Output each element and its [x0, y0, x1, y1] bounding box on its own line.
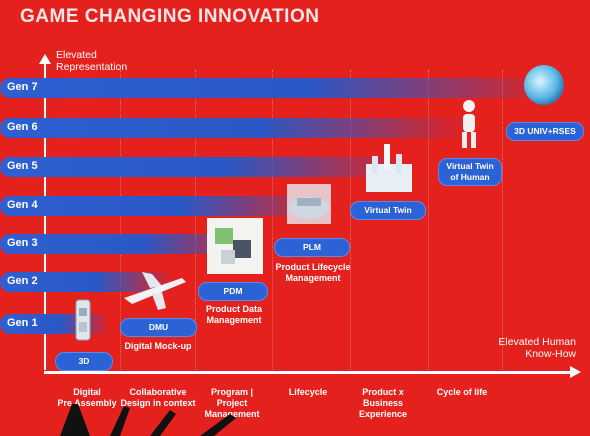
airplane-illustration — [122, 268, 188, 314]
gen-2-label: Gen 2 — [7, 275, 38, 287]
gen-7-label: Gen 7 — [7, 81, 38, 93]
gen-4-bar: Gen 4 — [0, 196, 330, 216]
3d-part-illustration — [70, 298, 96, 344]
gen-5-label: Gen 5 — [7, 160, 38, 172]
x-axis-arrow-icon — [570, 366, 581, 378]
gen-7-bar: Gen 7 — [0, 78, 560, 98]
bottom-label-digital-pre-assembly: Digital Pre Assembly — [57, 387, 117, 408]
x-axis — [44, 371, 572, 374]
slide-title: GAME CHANGING INNOVATION — [20, 6, 320, 27]
y-axis-label: Elevated Representation — [56, 49, 128, 73]
grid-line — [428, 70, 429, 370]
gen-4-label: Gen 4 — [7, 199, 38, 211]
audience-silhouette — [60, 404, 236, 436]
bottom-label-cycle-of-life: Cycle of life — [436, 387, 488, 397]
gen-5-bar: Gen 5 — [0, 157, 410, 177]
gen-3-label: Gen 3 — [7, 237, 38, 249]
milestone-dmu-pill: DMU — [120, 318, 197, 337]
bottom-label-lifecycle: Lifecycle — [288, 387, 328, 397]
gen-1-label: Gen 1 — [7, 317, 38, 329]
globe-icon — [523, 64, 565, 106]
plm-caption: Product Lifecycle Management — [275, 262, 351, 283]
pdm-illustration — [207, 218, 263, 274]
grid-line — [350, 70, 351, 370]
bottom-label-product-business: Product x Business Experience — [358, 387, 408, 419]
bottom-label-collaborative-design: Collaborative Design in context — [120, 387, 196, 408]
gen-2-bar: Gen 2 — [0, 272, 175, 292]
dmu-caption: Digital Mock-up — [124, 341, 192, 351]
y-axis-arrow-icon — [39, 54, 51, 64]
pdm-caption: Product Data Management — [205, 304, 262, 325]
gen-6-label: Gen 6 — [7, 121, 38, 133]
gen-3-bar: Gen 3 — [0, 234, 260, 254]
milestone-pdm-pill: PDM — [198, 282, 268, 301]
grid-line — [120, 70, 121, 370]
milestone-3d-universes-pill: 3D UNIV+RSES — [506, 122, 584, 141]
virtual-twin-city-illustration — [362, 140, 416, 196]
human-figure-illustration — [450, 98, 488, 152]
bottom-label-program-project: Program | Project Management — [204, 387, 260, 419]
gen-6-bar: Gen 6 — [0, 118, 470, 138]
y-axis — [44, 62, 46, 370]
plm-car-illustration — [277, 180, 341, 230]
grid-line — [272, 70, 273, 370]
milestone-plm-pill: PLM — [274, 238, 350, 257]
milestone-3d-pill: 3D — [55, 352, 113, 371]
x-axis-label: Elevated Human Know-How — [498, 336, 576, 360]
milestone-virtual-twin-pill: Virtual Twin — [350, 201, 426, 220]
grid-line — [502, 70, 503, 370]
milestone-virtual-twin-human-pill: Virtual Twin of Human — [438, 158, 502, 186]
grid-line — [195, 70, 196, 370]
